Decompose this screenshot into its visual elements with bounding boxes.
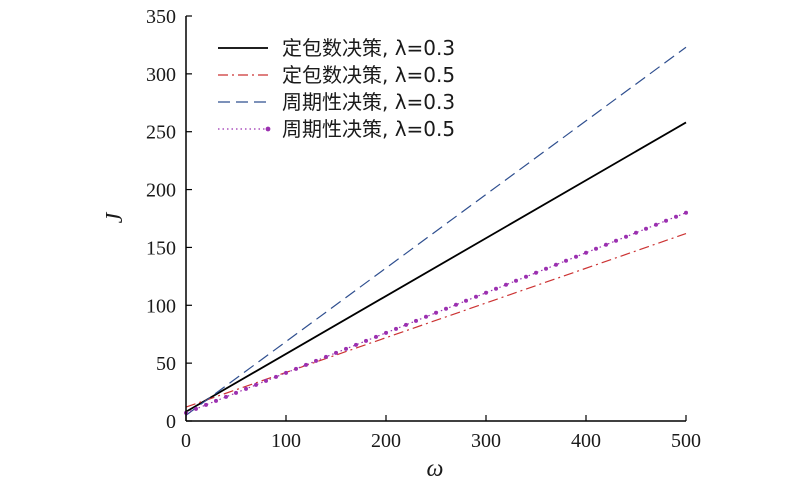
legend-label: 定包数决策, λ=0.5 <box>282 63 455 87</box>
series-point <box>604 242 608 247</box>
series-point <box>404 322 408 327</box>
series-point <box>454 302 458 307</box>
series-point <box>504 282 508 287</box>
series-point <box>204 402 208 407</box>
y-tick-label: 50 <box>156 353 176 375</box>
series-point <box>334 350 338 355</box>
series-point <box>544 266 548 271</box>
series-point <box>414 318 418 323</box>
plot-lines <box>184 46 688 416</box>
legend-label: 周期性决策, λ=0.5 <box>282 117 455 141</box>
series-point <box>314 358 318 363</box>
series-point <box>554 262 558 267</box>
series-point <box>274 374 278 379</box>
series-point <box>524 274 528 279</box>
y-tick-label: 0 <box>166 411 176 433</box>
series-point <box>634 230 638 235</box>
y-axis-ticks: 0 50 100 150 200 250 300 350 <box>146 6 176 433</box>
series-point <box>354 342 358 347</box>
series-point <box>674 214 678 219</box>
series-point <box>254 382 258 387</box>
x-tick-label: 200 <box>371 430 401 452</box>
series-point <box>424 314 428 319</box>
x-tick-label: 0 <box>181 430 191 452</box>
series-point <box>654 222 658 227</box>
x-axis-ticks: 0 100 200 300 400 500 <box>181 430 701 452</box>
series-point <box>494 286 498 291</box>
series-point <box>394 326 398 331</box>
series-line-3 <box>185 46 687 416</box>
series-point <box>484 290 488 295</box>
series-point <box>664 218 668 223</box>
series-line-1 <box>185 121 687 413</box>
series-point <box>304 362 308 367</box>
x-tick-label: 300 <box>471 430 501 452</box>
series-point <box>284 370 288 375</box>
y-tick-label: 350 <box>146 6 176 28</box>
series-point <box>474 294 478 299</box>
y-tick-label: 250 <box>146 122 176 144</box>
series-point <box>684 210 688 215</box>
y-tick-label: 300 <box>146 64 176 86</box>
series-point <box>214 398 218 403</box>
series-point <box>194 406 198 411</box>
series-point <box>244 386 248 391</box>
y-tick-label: 100 <box>146 295 176 317</box>
series-point <box>594 246 598 251</box>
series-point <box>534 270 538 275</box>
x-tick-label: 400 <box>571 430 601 452</box>
legend-label: 周期性决策, λ=0.3 <box>282 90 455 114</box>
series-point <box>364 338 368 343</box>
series-point <box>294 366 298 371</box>
axes <box>185 15 687 422</box>
series-point <box>264 378 268 383</box>
series-point <box>574 254 578 259</box>
series-point <box>624 234 628 239</box>
legend: 定包数决策, λ=0.3 定包数决策, λ=0.5 周期性决策, λ=0.3 周… <box>218 36 455 141</box>
series-point <box>614 238 618 243</box>
x-tick-label: 100 <box>271 430 301 452</box>
series-point <box>224 394 228 399</box>
series-point <box>514 278 518 283</box>
series-point <box>434 310 438 315</box>
series-point <box>644 226 648 231</box>
series-point <box>584 250 588 255</box>
x-tick-label: 500 <box>671 430 701 452</box>
series-line-2 <box>185 232 687 408</box>
series-point <box>444 306 448 311</box>
y-tick-label: 200 <box>146 180 176 202</box>
x-axis-label: ω <box>427 456 444 482</box>
series-point <box>464 298 468 303</box>
series-point <box>564 258 568 263</box>
series-point <box>234 390 238 395</box>
series-point <box>384 330 388 335</box>
series-point <box>374 334 378 339</box>
legend-entry: 周期性决策, λ=0.5 <box>218 117 455 141</box>
y-axis-label: J <box>102 211 128 223</box>
legend-entry: 周期性决策, λ=0.3 <box>218 90 455 114</box>
y-tick-label: 150 <box>146 237 176 259</box>
legend-label: 定包数决策, λ=0.3 <box>282 36 455 60</box>
legend-entry: 定包数决策, λ=0.5 <box>218 63 455 87</box>
legend-marker <box>265 126 271 132</box>
legend-entry: 定包数决策, λ=0.3 <box>218 36 455 60</box>
series-point <box>324 354 328 359</box>
series-point <box>344 346 348 351</box>
